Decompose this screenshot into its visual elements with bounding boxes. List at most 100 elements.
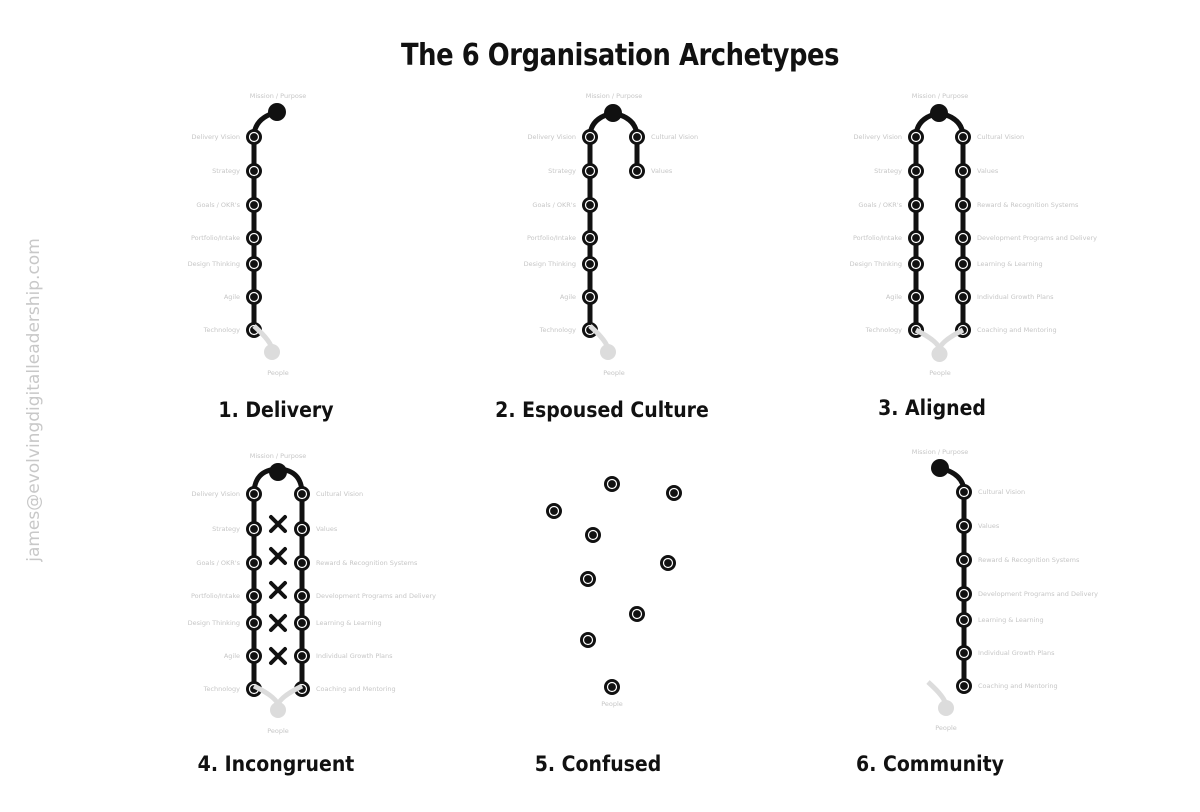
node-center-icon [958, 554, 970, 566]
mission-label: Mission / Purpose [250, 452, 307, 460]
node-center-icon [248, 650, 260, 662]
mission-label: Mission / Purpose [586, 92, 643, 100]
delivery-node-label: Delivery Vision [192, 133, 240, 141]
aligned-right-node [955, 129, 971, 145]
node-center-icon [662, 557, 674, 569]
delivery-node [246, 197, 262, 213]
node-center-icon [248, 291, 260, 303]
node-center-icon [248, 488, 260, 500]
node-ring-icon [294, 615, 310, 631]
delivery-node [246, 163, 262, 179]
community-node-label: Values [978, 522, 1000, 530]
node-center-icon [582, 573, 594, 585]
mission-head-icon [931, 459, 949, 477]
community-node-label: Development Programs and Delivery [978, 590, 1098, 598]
espoused-left-node [582, 163, 598, 179]
node-ring-icon [956, 484, 972, 500]
node-ring-icon [956, 678, 972, 694]
aligned-left-node [908, 163, 924, 179]
confused-node [580, 571, 596, 587]
espoused-left-label: Technology [539, 326, 577, 334]
mission-head-icon [269, 463, 287, 481]
people-label: People [267, 727, 289, 735]
confused-node [585, 527, 601, 543]
cross-stroke [269, 547, 287, 565]
node-ring-icon [246, 197, 262, 213]
community-node [956, 612, 972, 628]
incongruent-left-node [246, 648, 262, 664]
panel-title-confused: 5. Confused [534, 752, 662, 776]
cross-stroke [269, 515, 287, 533]
community-node [956, 645, 972, 661]
node-center-icon [957, 165, 969, 177]
node-center-icon [958, 588, 970, 600]
node-center-icon [582, 634, 594, 646]
panel-title-espoused-culture: 2. Espoused Culture [495, 398, 709, 422]
node-ring-icon [585, 527, 601, 543]
node-ring-icon [908, 289, 924, 305]
delivery-node [246, 256, 262, 272]
incongruent-left-node [246, 486, 262, 502]
node-ring-icon [908, 129, 924, 145]
node-center-icon [631, 165, 643, 177]
node-center-icon [957, 232, 969, 244]
espoused-right-label: Cultural Vision [651, 133, 698, 141]
incongruent-right-node [294, 555, 310, 571]
node-ring-icon [582, 163, 598, 179]
people-tail-icon [588, 324, 616, 360]
espoused-left-label: Portfolio/Intake [527, 234, 576, 242]
delivery-node [246, 129, 262, 145]
incongruent-left-label: Strategy [212, 525, 240, 533]
delivery-node [246, 230, 262, 246]
incongruent-left-label: Portfolio/Intake [191, 592, 240, 600]
espoused-left-label: Design Thinking [524, 260, 576, 268]
people-label: People [603, 369, 625, 377]
cross-stroke [269, 581, 287, 599]
node-ring-icon [955, 230, 971, 246]
node-center-icon [958, 680, 970, 692]
node-center-icon [957, 291, 969, 303]
aligned-right-node [955, 230, 971, 246]
community-node [956, 552, 972, 568]
node-center-icon [958, 486, 970, 498]
aligned-left-node [908, 256, 924, 272]
aligned-right-node [955, 197, 971, 213]
cross-icon [269, 581, 287, 599]
incongruent-left-node [246, 555, 262, 571]
node-ring-icon [294, 521, 310, 537]
confused-node [604, 679, 620, 695]
node-center-icon [296, 617, 308, 629]
node-center-icon [910, 131, 922, 143]
confused-node [660, 555, 676, 571]
espoused-left-node [582, 197, 598, 213]
node-center-icon [296, 557, 308, 569]
node-center-icon [958, 520, 970, 532]
aligned-right-node [955, 163, 971, 179]
people-dot-icon [600, 344, 616, 360]
community-node [956, 484, 972, 500]
node-ring-icon [908, 230, 924, 246]
incongruent-right-node [294, 521, 310, 537]
node-ring-icon [294, 681, 310, 697]
node-center-icon [958, 647, 970, 659]
node-ring-icon [956, 518, 972, 534]
panel-title-incongruent: 4. Incongruent [197, 752, 355, 776]
node-center-icon [584, 291, 596, 303]
node-ring-icon [955, 197, 971, 213]
delivery-node-label: Goals / OKR's [196, 201, 240, 209]
aligned-right-label: Learning & Learning [977, 260, 1043, 268]
confused-node [604, 476, 620, 492]
node-center-icon [910, 199, 922, 211]
incongruent-right-label: Cultural Vision [316, 490, 363, 498]
node-center-icon [587, 529, 599, 541]
cross-icon [269, 547, 287, 565]
node-center-icon [910, 165, 922, 177]
node-ring-icon [580, 632, 596, 648]
incongruent-left-label: Goals / OKR's [196, 559, 240, 567]
node-center-icon [248, 258, 260, 270]
mission-head-icon [604, 104, 622, 122]
node-ring-icon [246, 521, 262, 537]
node-ring-icon [246, 486, 262, 502]
node-ring-icon [246, 230, 262, 246]
node-ring-icon [246, 615, 262, 631]
